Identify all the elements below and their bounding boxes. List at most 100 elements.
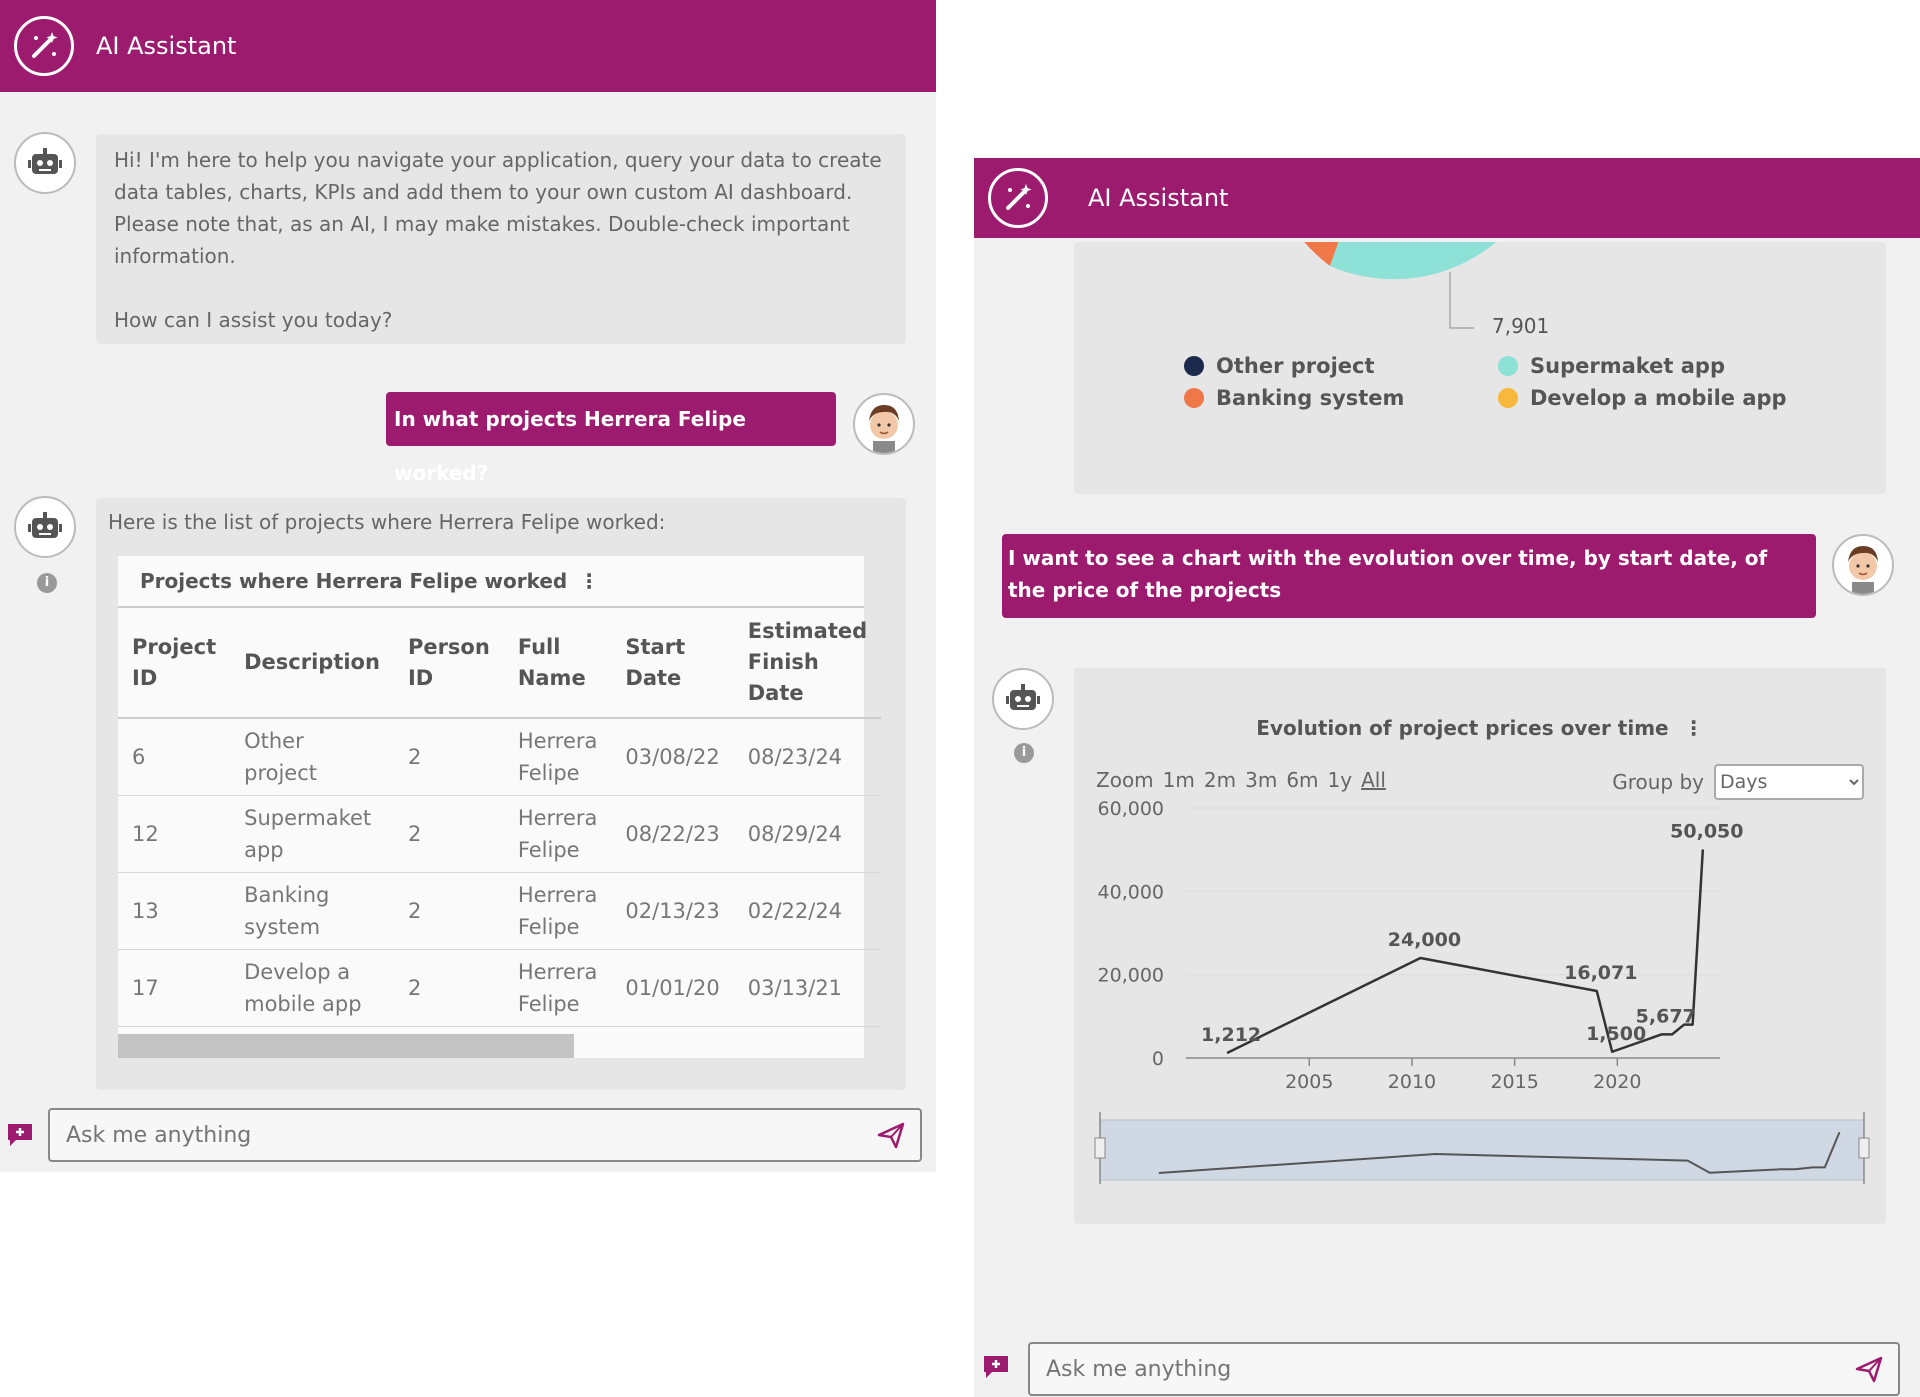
greeting-question: How can I assist you today? bbox=[114, 308, 393, 332]
robot-avatar-icon bbox=[14, 496, 76, 558]
legend-label: Develop a mobile app bbox=[1530, 386, 1787, 410]
user-avatar bbox=[853, 393, 915, 455]
chat-bubble-icon[interactable] bbox=[980, 1350, 1012, 1382]
table-cell: Develop a mobile app bbox=[230, 949, 394, 1027]
table-cell: Banking system bbox=[230, 872, 394, 950]
bot-message-table: Here is the list of projects where Herre… bbox=[96, 498, 906, 1090]
zoom-2m-button[interactable]: 2m bbox=[1203, 768, 1237, 792]
legend-item[interactable]: Other project bbox=[1184, 354, 1375, 378]
table-cell: Supermaket app bbox=[230, 795, 394, 873]
navigator-series bbox=[1158, 1131, 1841, 1174]
column-header[interactable]: Start Date bbox=[611, 608, 734, 719]
horizontal-scrollbar[interactable] bbox=[118, 1034, 574, 1058]
legend-label: Supermaket app bbox=[1530, 354, 1725, 378]
navigator-handle[interactable] bbox=[1858, 1137, 1870, 1159]
chart-title-row: Evolution of project prices over time ⋮ bbox=[1074, 716, 1886, 740]
header-title: AI Assistant bbox=[96, 32, 237, 60]
user-message: I want to see a chart with the evolution… bbox=[1002, 534, 1816, 618]
table-cell: 02/22/24 bbox=[733, 872, 882, 950]
pie-chart-card: 7,901 Other project Supermaket app Banki… bbox=[1074, 242, 1886, 494]
legend-dot bbox=[1184, 388, 1204, 408]
legend-dot bbox=[1184, 356, 1204, 376]
data-label: 1,500 bbox=[1586, 1023, 1646, 1045]
x-tick-label: 2020 bbox=[1593, 1071, 1641, 1093]
table-cell: 08/23/24 bbox=[733, 718, 882, 796]
header-title: AI Assistant bbox=[1088, 184, 1229, 212]
table-cell: Herrera Felipe bbox=[503, 795, 612, 873]
navigator-range bbox=[1099, 1119, 1865, 1181]
y-tick-label: 60,000 bbox=[1098, 798, 1164, 820]
legend-dot bbox=[1498, 356, 1518, 376]
column-header[interactable]: Estimated Finish Date bbox=[733, 608, 882, 719]
table-row: 6 Other project 2 Herrera Felipe 03/08/2… bbox=[118, 718, 882, 796]
pie-slice-banking-system bbox=[1304, 242, 1339, 266]
data-label: 16,071 bbox=[1564, 962, 1637, 984]
table-card-header: Projects where Herrera Felipe worked ⋮ bbox=[118, 556, 864, 608]
table-cell: 02/13/23 bbox=[611, 872, 734, 950]
user-avatar bbox=[1832, 534, 1894, 596]
y-tick-label: 40,000 bbox=[1098, 881, 1164, 903]
pie-chart bbox=[1304, 242, 1497, 329]
x-tick-label: 2005 bbox=[1285, 1071, 1333, 1093]
magic-wand-icon bbox=[14, 16, 74, 76]
legend-item[interactable]: Supermaket app bbox=[1498, 354, 1725, 378]
navigator-handle[interactable] bbox=[1094, 1137, 1106, 1159]
info-icon[interactable]: i bbox=[1014, 743, 1034, 763]
message-composer bbox=[48, 1108, 922, 1162]
table-cell: 03/08/22 bbox=[611, 718, 734, 796]
projects-table: Project ID Description Person ID Full Na… bbox=[118, 608, 882, 1027]
table-cell: Herrera Felipe bbox=[503, 872, 612, 950]
table-cell: 12 bbox=[118, 795, 231, 873]
message-input[interactable] bbox=[1030, 1344, 1898, 1394]
table-cell: 08/29/24 bbox=[733, 795, 882, 873]
series-line bbox=[1226, 849, 1705, 1055]
chat-panel-left: AI Assistant Hi! I'm here to help you na… bbox=[0, 0, 936, 1172]
column-header[interactable]: Description bbox=[230, 608, 394, 719]
table-header-row: Project ID Description Person ID Full Na… bbox=[118, 608, 882, 719]
x-tick-label: 2010 bbox=[1388, 1071, 1436, 1093]
x-tick-label: 2015 bbox=[1490, 1071, 1538, 1093]
column-header[interactable]: Full Name bbox=[503, 608, 612, 719]
message-input[interactable] bbox=[50, 1110, 920, 1160]
send-icon[interactable] bbox=[876, 1120, 906, 1150]
chat-bubble-icon[interactable] bbox=[4, 1118, 36, 1150]
legend-item[interactable]: Banking system bbox=[1184, 386, 1404, 410]
more-options-icon[interactable]: ⋮ bbox=[579, 569, 600, 593]
zoom-label: Zoom bbox=[1096, 768, 1154, 792]
line-chart-card: Evolution of project prices over time ⋮ … bbox=[1074, 668, 1886, 1224]
legend-label: Banking system bbox=[1216, 386, 1405, 410]
table-cell: 13 bbox=[118, 872, 231, 950]
robot-avatar-icon bbox=[992, 668, 1054, 730]
y-tick-label: 0 bbox=[1152, 1048, 1164, 1070]
zoom-controls: Zoom 1m 2m 3m 6m 1y All bbox=[1096, 768, 1395, 792]
legend-item[interactable]: Develop a mobile app bbox=[1498, 386, 1787, 410]
table-cell: 2 bbox=[393, 872, 504, 950]
group-by-select[interactable]: Days bbox=[1714, 764, 1864, 800]
zoom-6m-button[interactable]: 6m bbox=[1286, 768, 1319, 792]
message-composer bbox=[1028, 1342, 1900, 1396]
chat-header: AI Assistant bbox=[0, 0, 936, 92]
table-row: 17 Develop a mobile app 2 Herrera Felipe… bbox=[118, 949, 882, 1027]
data-label: 50,050 bbox=[1670, 820, 1743, 842]
group-by-control: Group by Days bbox=[1612, 764, 1864, 800]
send-icon[interactable] bbox=[1854, 1354, 1884, 1384]
table-row: 13 Banking system 2 Herrera Felipe 02/13… bbox=[118, 872, 882, 950]
zoom-1m-button[interactable]: 1m bbox=[1162, 768, 1195, 792]
info-icon[interactable]: i bbox=[37, 573, 57, 593]
column-header[interactable]: Person ID bbox=[393, 608, 504, 719]
pie-data-label: 7,901 bbox=[1492, 314, 1550, 338]
zoom-all-button[interactable]: All bbox=[1361, 768, 1386, 792]
zoom-3m-button[interactable]: 3m bbox=[1245, 768, 1278, 792]
more-options-icon[interactable]: ⋮ bbox=[1683, 716, 1704, 740]
legend-label: Other project bbox=[1216, 354, 1375, 378]
table-row: 12 Supermaket app 2 Herrera Felipe 08/22… bbox=[118, 795, 882, 873]
greeting-text: Hi! I'm here to help you navigate your a… bbox=[114, 148, 882, 268]
chat-header: AI Assistant bbox=[974, 158, 1920, 238]
table-cell: 2 bbox=[393, 718, 504, 796]
group-by-label: Group by bbox=[1612, 770, 1704, 794]
table-cell: 6 bbox=[118, 718, 231, 796]
column-header[interactable]: Project ID bbox=[118, 608, 231, 719]
robot-avatar-icon bbox=[14, 132, 76, 194]
zoom-1y-button[interactable]: 1y bbox=[1327, 768, 1353, 792]
pie-slice-supermaket-app bbox=[1330, 242, 1497, 280]
